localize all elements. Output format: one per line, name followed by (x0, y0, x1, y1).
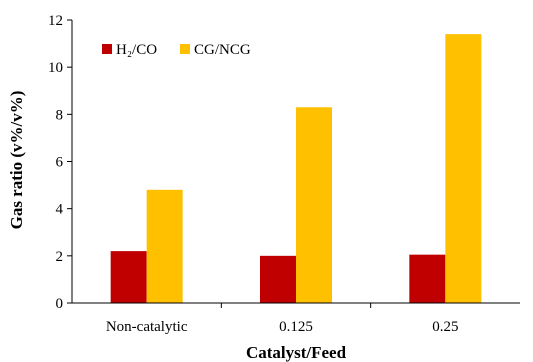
bar-h2-co-0 (110, 251, 147, 303)
y-tick-label: 2 (56, 249, 64, 265)
legend-label-cg-ncg: CG/NCG (194, 42, 251, 58)
y-tick-label: 10 (48, 60, 63, 76)
bar-cg-ncg-1 (296, 107, 332, 303)
y-tick-label: 6 (56, 155, 64, 171)
y-axis-ticks: 0 2 4 6 8 10 12 (48, 13, 72, 312)
bar-h2-co-1 (260, 255, 296, 303)
x-axis-ticks: Non-catalytic 0.125 0.25 (106, 303, 458, 335)
bar-h2-co-2 (409, 254, 446, 303)
x-axis-title: Catalyst/Feed (246, 343, 347, 362)
legend-label-h2-co: H₂/CO (116, 42, 157, 58)
y-tick-label: 8 (56, 107, 64, 123)
bar-cg-ncg-2 (445, 34, 482, 304)
legend: H₂/CO CG/NCG (102, 42, 251, 58)
legend-swatch-cg-ncg (180, 44, 190, 54)
x-tick-label: 0.25 (432, 319, 458, 335)
legend-swatch-h2-co (102, 44, 112, 54)
y-tick-label: 12 (48, 13, 63, 29)
y-tick-label: 4 (56, 202, 64, 218)
x-tick-label: Non-catalytic (106, 319, 188, 335)
x-tick-label: 0.125 (279, 319, 313, 335)
y-tick-label: 0 (56, 296, 64, 312)
bar-cg-ncg-0 (146, 189, 183, 303)
y-axis-title: Gas ratio (v%/v%) (7, 91, 26, 230)
bars (110, 34, 482, 304)
